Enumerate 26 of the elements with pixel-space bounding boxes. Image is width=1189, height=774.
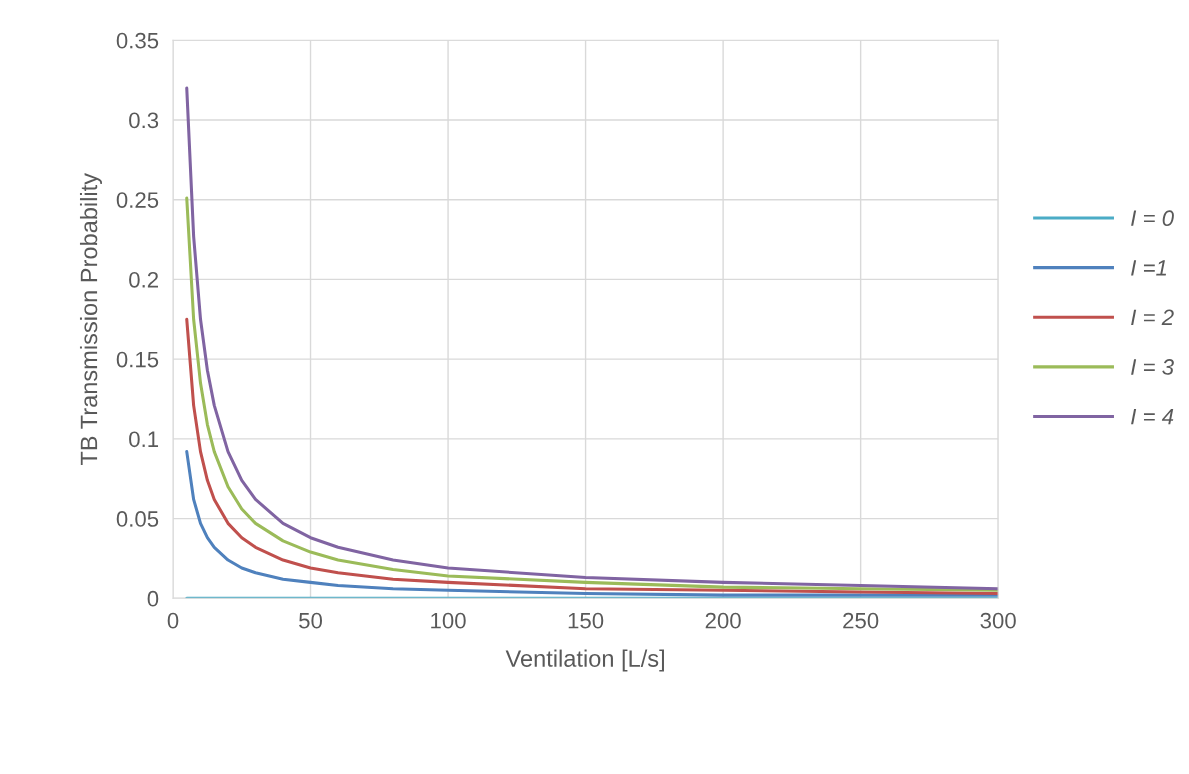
x-tick-label: 50 (299, 612, 323, 629)
y-tick-label: 0.25 (116, 192, 159, 208)
x-tick-label: 150 (568, 612, 604, 629)
legend-label: I = 2 (1131, 309, 1174, 326)
legend-label: I = 4 (1131, 408, 1174, 425)
y-tick-label: 0.15 (116, 351, 159, 368)
line-series (185, 196, 999, 592)
line-series (185, 450, 999, 597)
line-series (185, 86, 999, 591)
x-tick-label: 200 (705, 612, 741, 629)
y-tick-label: 0.3 (129, 112, 159, 129)
legend-label: I = 3 (1131, 359, 1174, 375)
line-series (185, 317, 999, 596)
x-tick-label: 0 (167, 612, 179, 629)
y-tick-label: 0.05 (116, 511, 159, 527)
x-axis-title: Ventilation [L/s] (505, 649, 664, 672)
y-tick-label: 0 (147, 590, 159, 607)
y-tick-label: 0.2 (129, 271, 158, 288)
legend-label: I =1 (1131, 260, 1167, 276)
legend-label: I = 0 (1131, 210, 1174, 227)
y-axis-title: TB Transmission Probability (79, 173, 102, 466)
y-tick-label: 0.35 (116, 32, 159, 49)
x-tick-label: 300 (980, 612, 1016, 629)
x-tick-label: 100 (431, 612, 466, 629)
y-tick-label: 0.1 (129, 431, 159, 448)
x-tick-label: 250 (843, 612, 879, 629)
